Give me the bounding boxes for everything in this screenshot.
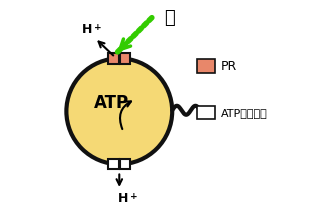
Bar (120, 53, 130, 64)
Text: H: H (118, 192, 129, 205)
Bar (108, 159, 119, 169)
Text: ATP: ATP (93, 94, 129, 112)
Circle shape (66, 58, 172, 164)
Text: +: + (131, 192, 138, 201)
Bar (196, 106, 215, 119)
Text: +: + (94, 23, 102, 32)
Text: ATP合成酵素: ATP合成酵素 (221, 108, 268, 118)
Bar (120, 159, 130, 169)
Text: 光: 光 (164, 9, 175, 27)
Text: H: H (82, 23, 92, 36)
Bar (108, 53, 119, 64)
Text: PR: PR (221, 60, 237, 73)
Bar (196, 59, 215, 73)
